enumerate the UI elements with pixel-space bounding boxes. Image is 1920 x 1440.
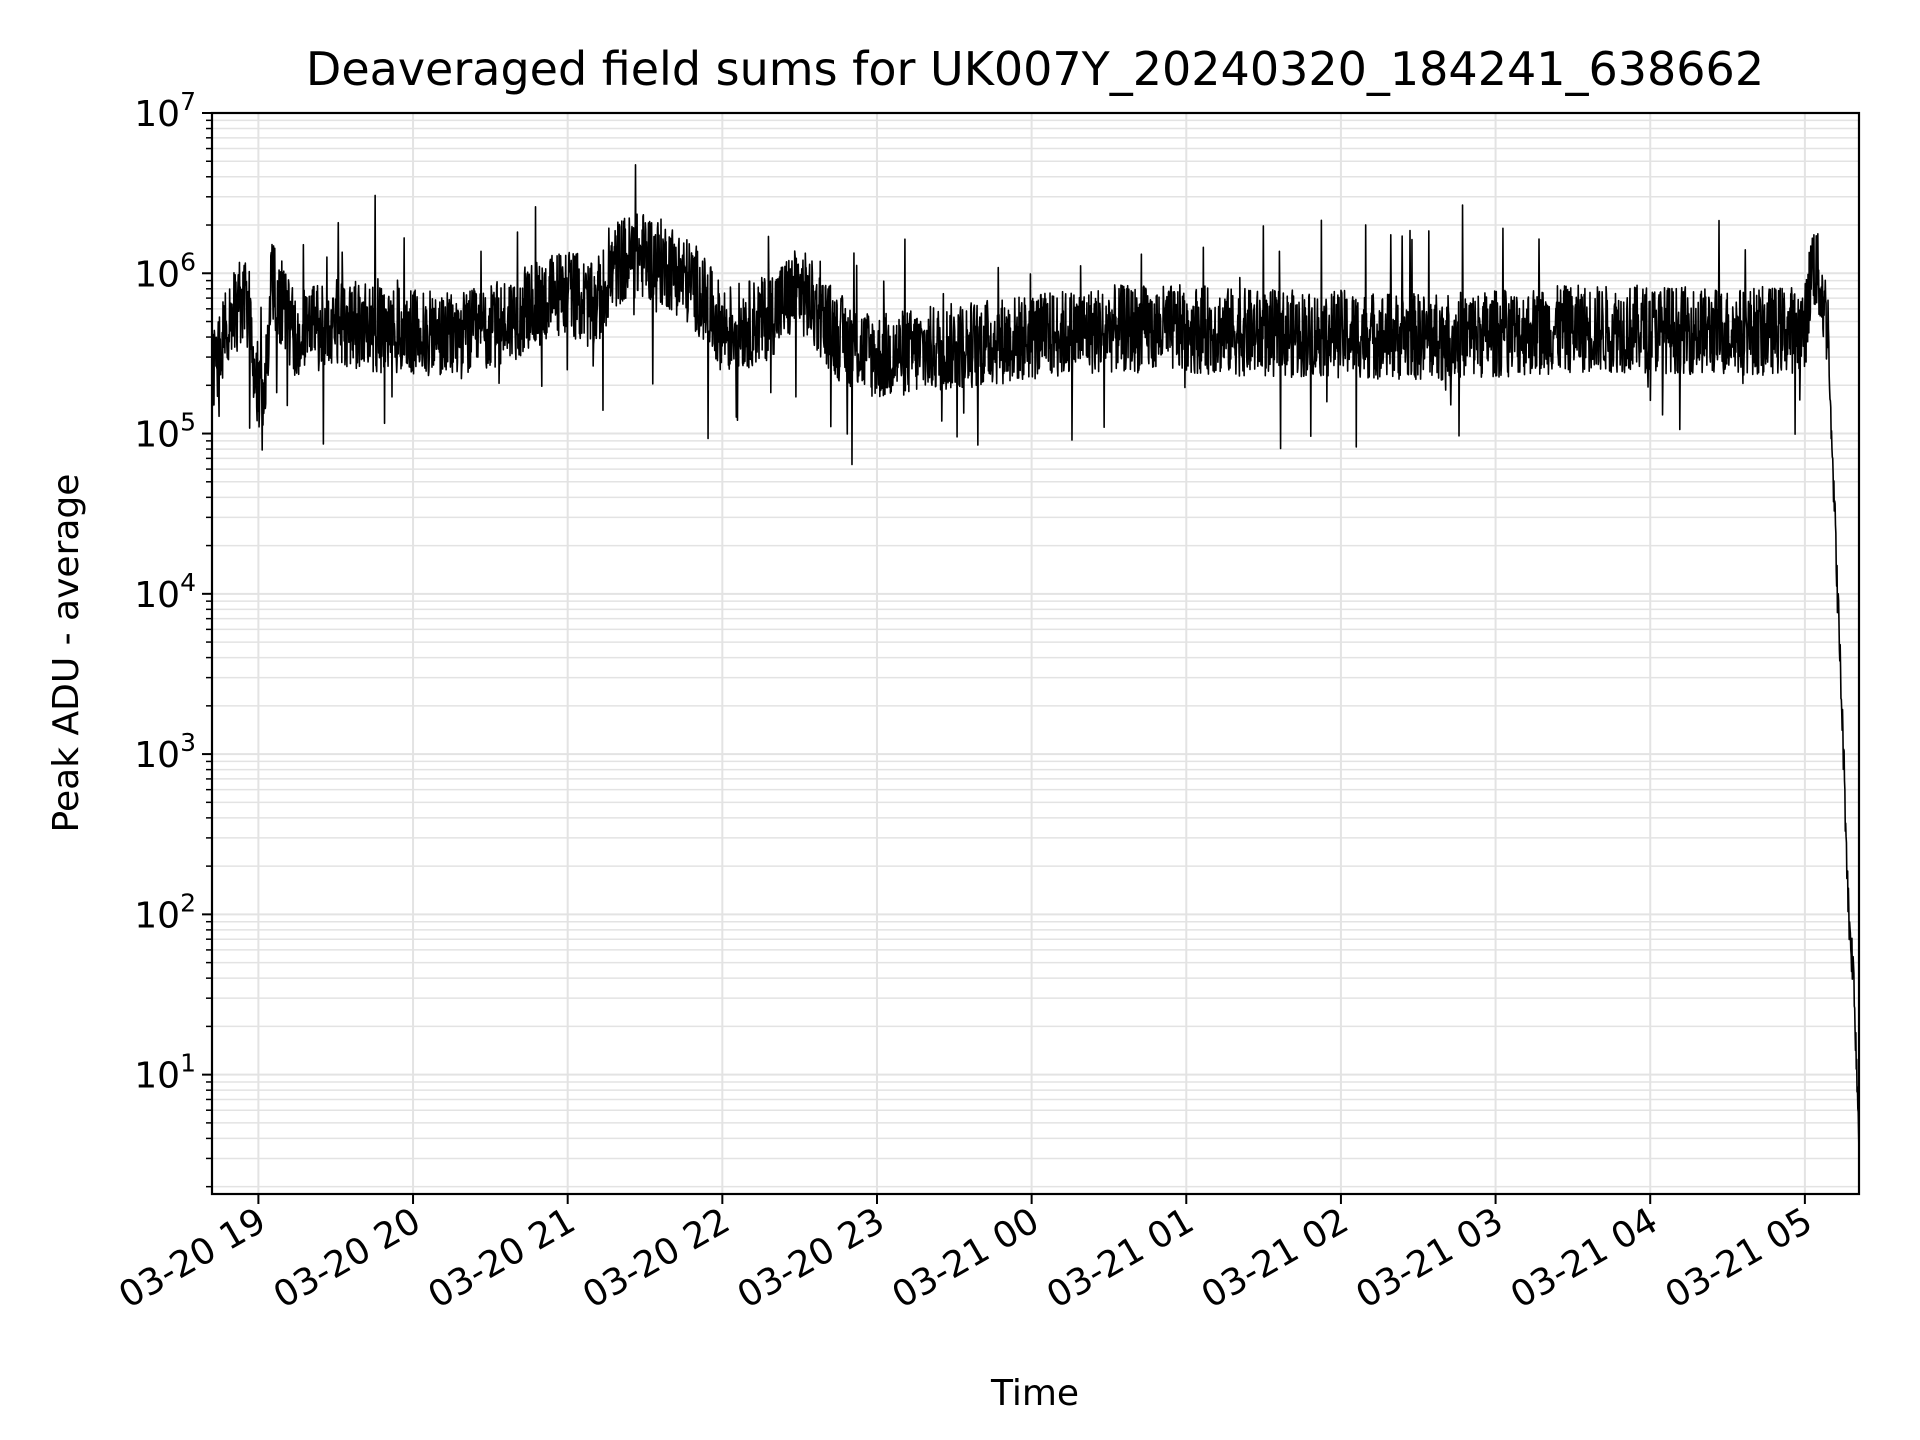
y-tick-label: 107 xyxy=(134,87,196,135)
y-tick-label: 102 xyxy=(134,888,196,936)
y-axis: 101 102 103 104 105 106 107 xyxy=(134,87,212,1188)
chart-title: Deaveraged field sums for UK007Y_2024032… xyxy=(306,42,1764,96)
series-line xyxy=(211,164,1860,1152)
x-axis-label: Time xyxy=(990,1373,1079,1414)
y-tick-label: 104 xyxy=(134,568,196,616)
plot-frame xyxy=(210,111,1861,1196)
grid xyxy=(212,112,1859,1194)
y-tick-label: 101 xyxy=(134,1049,196,1097)
y-tick-label: 103 xyxy=(134,728,196,776)
y-tick-label: 106 xyxy=(134,247,196,295)
y-tick-label: 105 xyxy=(134,408,196,456)
y-axis-label: Peak ADU - average xyxy=(46,474,87,833)
